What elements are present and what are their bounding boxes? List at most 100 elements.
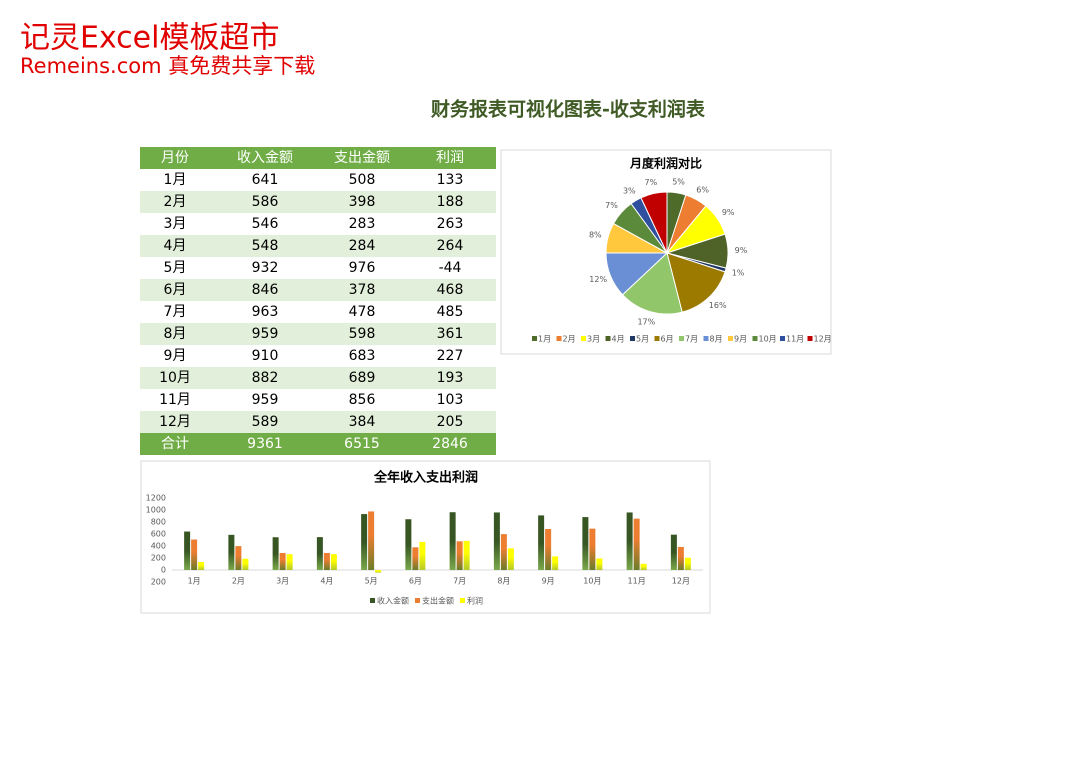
table-row — [140, 279, 496, 301]
y-tick-label: 200 — [151, 554, 166, 563]
table-cell: 1月 — [164, 172, 187, 188]
legend-label: 3月 — [587, 335, 600, 344]
x-tick-label: 11月 — [628, 577, 646, 586]
bar — [500, 534, 507, 570]
table-cell: 6515 — [344, 436, 380, 452]
y-tick-label: 1000 — [146, 506, 166, 515]
table-row — [140, 411, 496, 433]
table-cell: 976 — [349, 260, 376, 276]
x-tick-label: 1月 — [188, 577, 201, 586]
table-cell: 264 — [437, 238, 464, 254]
legend-swatch — [630, 336, 635, 341]
table-cell: 548 — [252, 238, 279, 254]
legend-label: 收入金额 — [377, 596, 409, 606]
data-label: 9% — [722, 208, 735, 217]
table-cell: 932 — [252, 260, 279, 276]
bar — [463, 540, 470, 570]
bar — [640, 563, 647, 570]
legend-swatch — [415, 598, 420, 603]
data-label: 7% — [645, 178, 658, 187]
bar — [412, 547, 419, 570]
bar — [589, 528, 596, 570]
table-cell: 882 — [252, 370, 279, 386]
bar — [633, 518, 640, 570]
legend-swatch — [605, 336, 611, 341]
table-cell: 586 — [252, 194, 279, 210]
table-cell: 283 — [349, 216, 376, 232]
x-tick-label: 6月 — [409, 577, 422, 586]
table-cell: 846 — [252, 282, 279, 298]
watermark: Remeins.com 真免费共享下载 — [20, 54, 315, 78]
y-tick-label: 1200 — [146, 494, 166, 503]
bar — [538, 515, 545, 570]
table-cell: 910 — [252, 348, 279, 364]
bar — [279, 553, 286, 570]
legend-label: 6月 — [661, 335, 674, 344]
data-label: 16% — [709, 301, 727, 310]
bar — [493, 512, 500, 570]
legend-label: 1月 — [538, 335, 551, 344]
data-label: 9% — [735, 246, 748, 255]
bar — [198, 562, 205, 570]
table-cell: 598 — [349, 326, 376, 342]
bar — [375, 570, 382, 573]
table-cell: 10月 — [159, 370, 191, 386]
data-label: 5% — [672, 177, 685, 186]
table-cell: 361 — [437, 326, 464, 342]
data-label: 3% — [623, 187, 636, 196]
legend-swatch — [460, 598, 465, 603]
table-cell: 支出金额 — [334, 150, 390, 166]
table-cell: 589 — [252, 414, 279, 430]
bar — [228, 534, 235, 570]
y-tick-label: 0 — [161, 566, 166, 575]
table-row — [140, 169, 496, 191]
legend-swatch — [581, 336, 586, 341]
table-cell: 2846 — [432, 436, 468, 452]
table-cell: 478 — [349, 304, 376, 320]
table-cell: 689 — [349, 370, 376, 386]
bar — [368, 511, 375, 570]
table-row — [140, 301, 496, 323]
x-tick-label: 10月 — [583, 577, 601, 586]
table-cell: 8月 — [164, 326, 187, 342]
legend-swatch — [780, 336, 785, 341]
y-tick-label: 200 — [151, 578, 166, 587]
table-cell: 468 — [437, 282, 464, 298]
legend-swatch — [807, 336, 813, 341]
bar-frame — [140, 460, 711, 614]
table-cell: 485 — [437, 304, 464, 320]
bar — [330, 554, 337, 570]
table-cell: 2月 — [164, 194, 187, 210]
bar — [582, 517, 589, 570]
y-tick-label: 400 — [151, 542, 166, 551]
legend-label: 支出金额 — [422, 596, 454, 606]
y-tick-label: 600 — [151, 530, 166, 539]
bar — [323, 552, 330, 570]
table-row — [140, 213, 496, 235]
legend-label: 2月 — [563, 335, 576, 344]
bar — [670, 534, 677, 570]
table-row — [140, 345, 496, 367]
y-tick-label: 800 — [151, 518, 166, 527]
watermark: 记灵Excel模板超市 — [20, 21, 279, 56]
bar — [419, 541, 426, 570]
table-cell: 205 — [437, 414, 464, 430]
x-tick-label: 12月 — [672, 577, 690, 586]
table-cell: 收入金额 — [237, 150, 293, 166]
legend-label: 7月 — [685, 335, 698, 344]
data-label: 17% — [637, 318, 655, 327]
table-cell: 378 — [349, 282, 376, 298]
bar — [684, 557, 691, 570]
table-row — [140, 323, 496, 345]
data-label: 6% — [696, 185, 709, 194]
table-cell: 利润 — [436, 150, 464, 166]
table-cell: 6月 — [164, 282, 187, 298]
pie-slice — [621, 252, 683, 315]
table-row — [140, 235, 496, 257]
bar — [286, 554, 293, 570]
legend-label: 5月 — [636, 335, 649, 344]
table-cell: 384 — [349, 414, 376, 430]
bar — [545, 529, 552, 570]
table-cell: 4月 — [164, 238, 187, 254]
table-cell: 227 — [437, 348, 464, 364]
